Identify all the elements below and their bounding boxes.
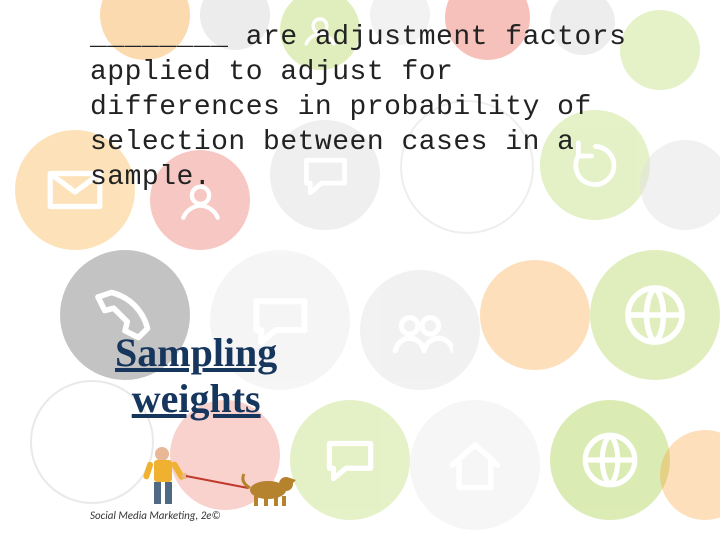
answer-line-2: weights — [132, 376, 261, 421]
footer-citation: Social Media Marketing, 2e© — [90, 509, 221, 522]
answer-text: Sampling weights — [115, 330, 277, 422]
slide: ________ are adjustment factors applied … — [0, 0, 720, 540]
man-walking-dog-illustration — [140, 440, 310, 515]
bubble-people — [360, 270, 480, 390]
bubble-orange-2 — [480, 260, 590, 370]
bubble-at — [640, 140, 720, 230]
bubble-home — [410, 400, 540, 530]
question-text: ________ are adjustment factors applied … — [90, 20, 650, 195]
bubble-globe-1 — [590, 250, 720, 380]
answer-line-1: Sampling — [115, 330, 277, 375]
bubble-orange-3 — [660, 430, 720, 520]
bubble-globe-2 — [550, 400, 670, 520]
